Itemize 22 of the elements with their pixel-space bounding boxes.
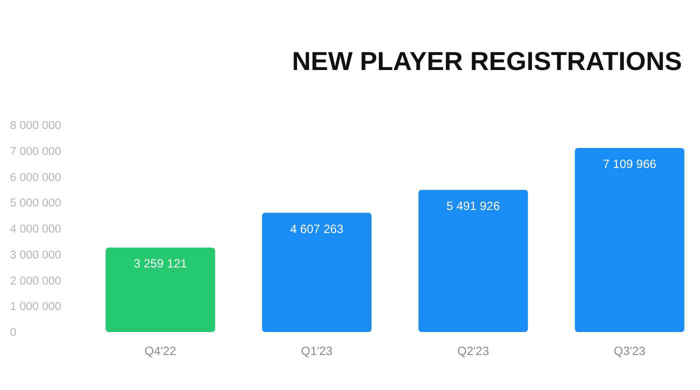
y-tick-label: 3 000 000 (10, 249, 62, 262)
y-tick-label: 7 000 000 (10, 146, 62, 158)
y-tick-label: 2 000 000 (10, 275, 62, 288)
data-label: 5 491 926 (446, 198, 500, 213)
data-label: 4 607 263 (290, 222, 344, 236)
bar (106, 248, 216, 332)
chart-title: NEW PLAYER REGISTRATIONS (292, 46, 682, 76)
y-tick-label: 5 000 000 (10, 198, 62, 210)
bar (574, 148, 684, 332)
x-tick-label: Q2'23 (457, 344, 490, 358)
data-label: 3 259 121 (134, 256, 188, 271)
x-tick-label: Q3'23 (614, 344, 646, 358)
x-tick-label: Q1'23 (300, 344, 333, 358)
y-tick-label: 1 000 000 (10, 301, 62, 314)
y-tick-label: 4 000 000 (10, 224, 62, 236)
y-tick-label: 8 000 000 (10, 120, 62, 132)
data-label: 7 109 966 (602, 157, 657, 172)
bar (262, 212, 372, 332)
y-tick-label: 6 000 000 (10, 172, 62, 184)
bar (418, 190, 528, 332)
x-tick-label: Q4'22 (144, 344, 177, 358)
y-tick-label: 0 (10, 327, 16, 340)
